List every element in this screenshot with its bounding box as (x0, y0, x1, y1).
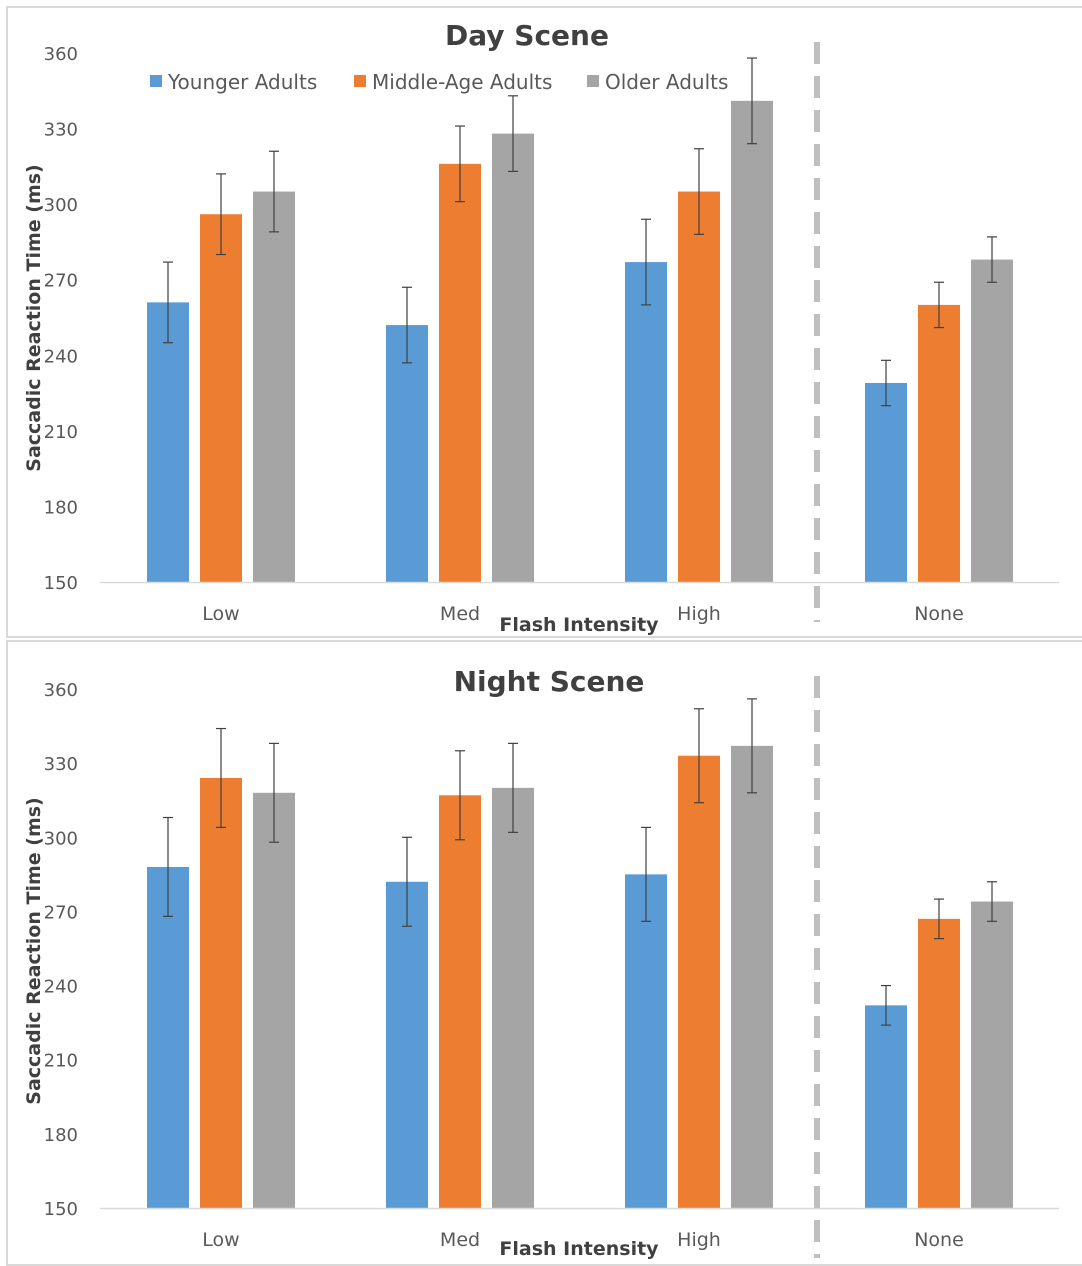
night-bar-younger-high (625, 874, 667, 1208)
night-bar-younger-none (865, 1005, 907, 1208)
legend-label-middle: Middle-Age Adults (372, 70, 552, 94)
day-category-med: Med (440, 603, 480, 625)
day-bar-younger-low (147, 302, 189, 582)
night-scene-chart: Night Scene Saccadic Reaction Time (ms) … (23, 665, 1059, 1260)
night-bar-middle-low (200, 777, 242, 1208)
night-x-axis-title: Flash Intensity (499, 1238, 659, 1260)
day-bar-younger-med (386, 325, 428, 582)
day-error-bar-younger-high (641, 218, 651, 306)
day-error-bar-middle-high (694, 148, 704, 235)
day-error-bar-older-none (987, 236, 997, 283)
day-error-bar-younger-low (163, 261, 173, 344)
night-y-tick-300: 300 (44, 828, 78, 849)
day-bar-older-none (971, 259, 1013, 582)
day-error-bar-middle-low (216, 173, 226, 256)
day-error-bars (163, 57, 997, 407)
night-error-bar-middle-high (694, 708, 704, 804)
day-y-tick-360: 360 (44, 44, 78, 65)
day-y-tick-180: 180 (44, 497, 78, 518)
day-x-axis-title: Flash Intensity (499, 614, 659, 636)
night-bar-younger-low (147, 866, 189, 1208)
day-bar-younger-none (865, 382, 907, 582)
legend-label-older: Older Adults (605, 70, 728, 94)
day-error-bar-middle-med (455, 125, 465, 203)
night-y-tick-270: 270 (44, 902, 78, 923)
night-error-bar-older-med (508, 742, 518, 833)
night-y-tick-210: 210 (44, 1051, 78, 1072)
night-bar-middle-high (678, 755, 720, 1208)
night-bars (147, 745, 1013, 1208)
day-y-axis-title: Saccadic Reaction Time (ms) (23, 164, 45, 471)
night-error-bar-younger-med (402, 836, 412, 927)
day-y-tick-150: 150 (44, 573, 78, 594)
night-y-tick-330: 330 (44, 754, 78, 775)
day-category-high: High (677, 603, 721, 625)
night-error-bar-middle-med (455, 750, 465, 841)
night-error-bar-older-none (987, 881, 997, 922)
day-category-none: None (914, 603, 964, 625)
day-error-bar-younger-med (402, 286, 412, 364)
day-scene-chart: Day Scene Saccadic Reaction Time (ms) Fl… (23, 19, 1059, 636)
night-bar-middle-med (439, 795, 481, 1208)
day-bar-middle-med (439, 163, 481, 583)
night-error-bar-younger-high (641, 826, 651, 922)
night-bar-younger-med (386, 881, 428, 1208)
day-bar-older-high (731, 100, 773, 582)
night-category-none: None (914, 1229, 964, 1251)
night-category-med: Med (440, 1229, 480, 1251)
day-y-tick-330: 330 (44, 120, 78, 141)
night-y-tick-180: 180 (44, 1125, 78, 1146)
day-legend: Younger Adults Middle-Age Adults Older A… (150, 70, 728, 94)
day-bar-older-med (492, 133, 534, 582)
day-chart-title: Day Scene (445, 19, 609, 52)
night-error-bar-younger-low (163, 816, 173, 917)
day-bar-younger-high (625, 262, 667, 582)
night-chart-title: Night Scene (454, 665, 645, 698)
day-error-bar-younger-none (881, 359, 891, 407)
day-error-bar-older-low (269, 150, 279, 233)
legend-swatch-middle (354, 75, 366, 87)
night-error-bar-older-low (269, 742, 279, 843)
day-bar-middle-none (918, 304, 960, 582)
day-error-bar-older-high (747, 57, 757, 145)
night-bar-older-med (492, 787, 534, 1208)
legend-swatch-older (587, 75, 599, 87)
day-error-bar-middle-none (934, 281, 944, 329)
day-bar-middle-high (678, 191, 720, 583)
night-bar-older-low (253, 792, 295, 1208)
day-y-tick-240: 240 (44, 346, 78, 367)
day-error-bar-older-med (508, 95, 518, 172)
night-y-tick-360: 360 (44, 680, 78, 701)
day-bar-middle-low (200, 214, 242, 582)
legend-swatch-younger (150, 75, 162, 87)
day-bars (147, 100, 1013, 583)
day-bar-older-low (253, 191, 295, 583)
night-category-labels: Low Med High None (202, 1229, 964, 1251)
night-y-axis-title: Saccadic Reaction Time (ms) (23, 797, 45, 1104)
day-y-tick-210: 210 (44, 422, 78, 443)
night-error-bar-younger-none (881, 984, 891, 1026)
night-category-high: High (677, 1229, 721, 1251)
day-y-tick-270: 270 (44, 271, 78, 292)
day-y-tick-300: 300 (44, 195, 78, 216)
night-bar-older-high (731, 745, 773, 1208)
night-y-tick-150: 150 (44, 1199, 78, 1220)
night-bar-older-none (971, 901, 1013, 1208)
night-error-bar-middle-none (934, 898, 944, 940)
night-y-tick-240: 240 (44, 977, 78, 998)
day-category-low: Low (202, 603, 239, 625)
night-error-bar-middle-low (216, 727, 226, 828)
legend-label-younger: Younger Adults (167, 70, 317, 94)
night-error-bars (163, 698, 997, 1026)
night-error-bar-older-high (747, 698, 757, 794)
night-bar-middle-none (918, 918, 960, 1208)
night-y-tick-labels: 150 180 210 240 270 300 330 360 (44, 680, 78, 1220)
night-category-low: Low (202, 1229, 239, 1251)
day-category-labels: Low Med High None (202, 603, 964, 625)
day-y-tick-labels: 150 180 210 240 270 300 330 360 (44, 44, 78, 594)
